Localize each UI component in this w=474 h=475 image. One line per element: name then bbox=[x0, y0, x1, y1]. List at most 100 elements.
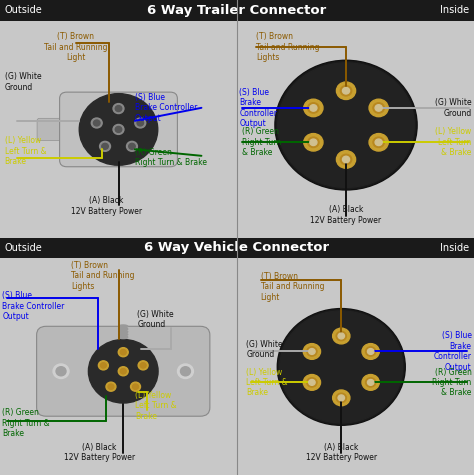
Text: Inside: Inside bbox=[440, 5, 469, 16]
Circle shape bbox=[333, 328, 350, 344]
Circle shape bbox=[336, 393, 346, 402]
Text: (G) White
Ground: (G) White Ground bbox=[435, 98, 472, 118]
Circle shape bbox=[369, 133, 388, 151]
Ellipse shape bbox=[119, 328, 128, 331]
Text: (A) Black
12V Battery Power: (A) Black 12V Battery Power bbox=[71, 197, 142, 216]
Text: (L) Yellow
Left Turn &
Brake: (L) Yellow Left Turn & Brake bbox=[5, 136, 46, 166]
Circle shape bbox=[308, 137, 319, 147]
Circle shape bbox=[113, 104, 124, 114]
FancyBboxPatch shape bbox=[36, 326, 210, 416]
Text: (L) Yellow
Left Turn
& Brake: (L) Yellow Left Turn & Brake bbox=[436, 127, 472, 157]
Circle shape bbox=[309, 349, 315, 354]
Circle shape bbox=[337, 82, 356, 99]
Text: (S) Blue
Brake
Controller
Output: (S) Blue Brake Controller Output bbox=[434, 332, 472, 371]
Circle shape bbox=[118, 348, 128, 357]
Circle shape bbox=[120, 350, 126, 355]
Circle shape bbox=[342, 87, 349, 94]
Text: (T) Brown
Tail and Running
Lights: (T) Brown Tail and Running Lights bbox=[71, 261, 135, 291]
Text: 6 Way Vehicle Connector: 6 Way Vehicle Connector bbox=[145, 241, 329, 255]
Circle shape bbox=[373, 137, 384, 147]
Text: (R) Green
Right Turn
& Brake: (R) Green Right Turn & Brake bbox=[242, 127, 281, 157]
Circle shape bbox=[309, 380, 315, 385]
Text: (R) Green
Right Turn & Brake: (R) Green Right Turn & Brake bbox=[135, 148, 207, 167]
Circle shape bbox=[375, 104, 382, 111]
Circle shape bbox=[106, 382, 116, 391]
Circle shape bbox=[100, 142, 110, 152]
Circle shape bbox=[278, 63, 414, 187]
Text: (R) Green
Right Turn
& Brake: (R) Green Right Turn & Brake bbox=[432, 368, 472, 397]
Circle shape bbox=[108, 384, 114, 389]
Circle shape bbox=[336, 332, 346, 341]
Circle shape bbox=[362, 343, 379, 360]
Text: (R) Green
Right Turn &
Brake: (R) Green Right Turn & Brake bbox=[2, 408, 50, 438]
Circle shape bbox=[342, 156, 349, 163]
Circle shape bbox=[304, 99, 323, 117]
Circle shape bbox=[138, 361, 148, 370]
Text: (T) Brown
Tail and Running
Lights: (T) Brown Tail and Running Lights bbox=[256, 32, 319, 62]
Circle shape bbox=[181, 367, 191, 376]
Circle shape bbox=[130, 382, 140, 391]
Circle shape bbox=[303, 374, 320, 390]
Circle shape bbox=[340, 86, 352, 96]
Text: (T) Brown
Tail and Running
Light: (T) Brown Tail and Running Light bbox=[44, 32, 108, 62]
Circle shape bbox=[308, 103, 319, 113]
Circle shape bbox=[177, 364, 193, 379]
Circle shape bbox=[113, 124, 124, 134]
Text: (G) White
Ground: (G) White Ground bbox=[5, 72, 41, 92]
Circle shape bbox=[127, 142, 137, 152]
Circle shape bbox=[373, 103, 384, 113]
Circle shape bbox=[140, 362, 146, 368]
Circle shape bbox=[362, 374, 379, 390]
Circle shape bbox=[310, 104, 317, 111]
Circle shape bbox=[120, 369, 126, 374]
Text: (G) White
Ground: (G) White Ground bbox=[137, 310, 174, 329]
Ellipse shape bbox=[119, 333, 128, 336]
Text: (S) Blue
Brake Controller
Output: (S) Blue Brake Controller Output bbox=[2, 291, 65, 321]
Text: (T) Brown
Tail and Running
Light: (T) Brown Tail and Running Light bbox=[261, 272, 324, 302]
Circle shape bbox=[369, 99, 388, 117]
Circle shape bbox=[115, 126, 122, 133]
Text: (L) Yellow
Left Turn &
Brake: (L) Yellow Left Turn & Brake bbox=[135, 391, 177, 421]
Circle shape bbox=[333, 390, 350, 406]
Circle shape bbox=[277, 309, 405, 425]
Circle shape bbox=[307, 347, 317, 356]
Ellipse shape bbox=[119, 331, 128, 333]
Circle shape bbox=[307, 378, 317, 387]
Circle shape bbox=[310, 139, 317, 145]
Circle shape bbox=[91, 118, 102, 128]
Circle shape bbox=[118, 367, 128, 376]
Circle shape bbox=[102, 143, 109, 149]
Text: (A) Black
12V Battery Power: (A) Black 12V Battery Power bbox=[310, 205, 382, 225]
Circle shape bbox=[79, 94, 158, 165]
Text: (L) Yellow
Left Turn &
Brake: (L) Yellow Left Turn & Brake bbox=[246, 368, 288, 397]
Circle shape bbox=[338, 395, 345, 401]
Circle shape bbox=[375, 139, 382, 145]
Circle shape bbox=[133, 384, 138, 389]
Ellipse shape bbox=[119, 336, 128, 339]
Circle shape bbox=[276, 62, 416, 189]
Ellipse shape bbox=[119, 325, 128, 328]
Circle shape bbox=[115, 105, 122, 112]
Circle shape bbox=[99, 361, 109, 370]
Text: Inside: Inside bbox=[440, 243, 469, 253]
Circle shape bbox=[304, 133, 323, 151]
Text: (A) Black
12V Battery Power: (A) Black 12V Battery Power bbox=[306, 443, 377, 462]
FancyBboxPatch shape bbox=[37, 118, 70, 141]
Circle shape bbox=[100, 362, 106, 368]
Text: (A) Black
12V Battery Power: (A) Black 12V Battery Power bbox=[64, 443, 135, 462]
Circle shape bbox=[340, 154, 352, 165]
Text: Outside: Outside bbox=[5, 243, 43, 253]
Circle shape bbox=[275, 60, 417, 190]
Text: (S) Blue
Brake Controller
Output: (S) Blue Brake Controller Output bbox=[135, 93, 198, 123]
Circle shape bbox=[367, 349, 374, 354]
Text: (S) Blue
Brake
Controller
Output: (S) Blue Brake Controller Output bbox=[239, 88, 277, 128]
Circle shape bbox=[365, 378, 376, 387]
FancyBboxPatch shape bbox=[60, 92, 177, 167]
Circle shape bbox=[53, 364, 69, 379]
Circle shape bbox=[365, 347, 376, 356]
Circle shape bbox=[367, 380, 374, 385]
Circle shape bbox=[128, 143, 135, 149]
Text: Outside: Outside bbox=[5, 5, 43, 16]
Text: (G) White
Ground: (G) White Ground bbox=[246, 340, 283, 359]
Circle shape bbox=[56, 367, 66, 376]
